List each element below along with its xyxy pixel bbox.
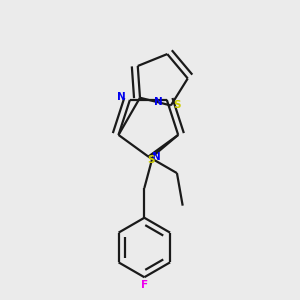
Text: S: S xyxy=(174,100,181,110)
Text: N: N xyxy=(152,152,161,162)
Text: F: F xyxy=(141,280,148,290)
Text: S: S xyxy=(148,155,155,165)
Text: N: N xyxy=(154,98,163,107)
Text: N: N xyxy=(117,92,126,102)
